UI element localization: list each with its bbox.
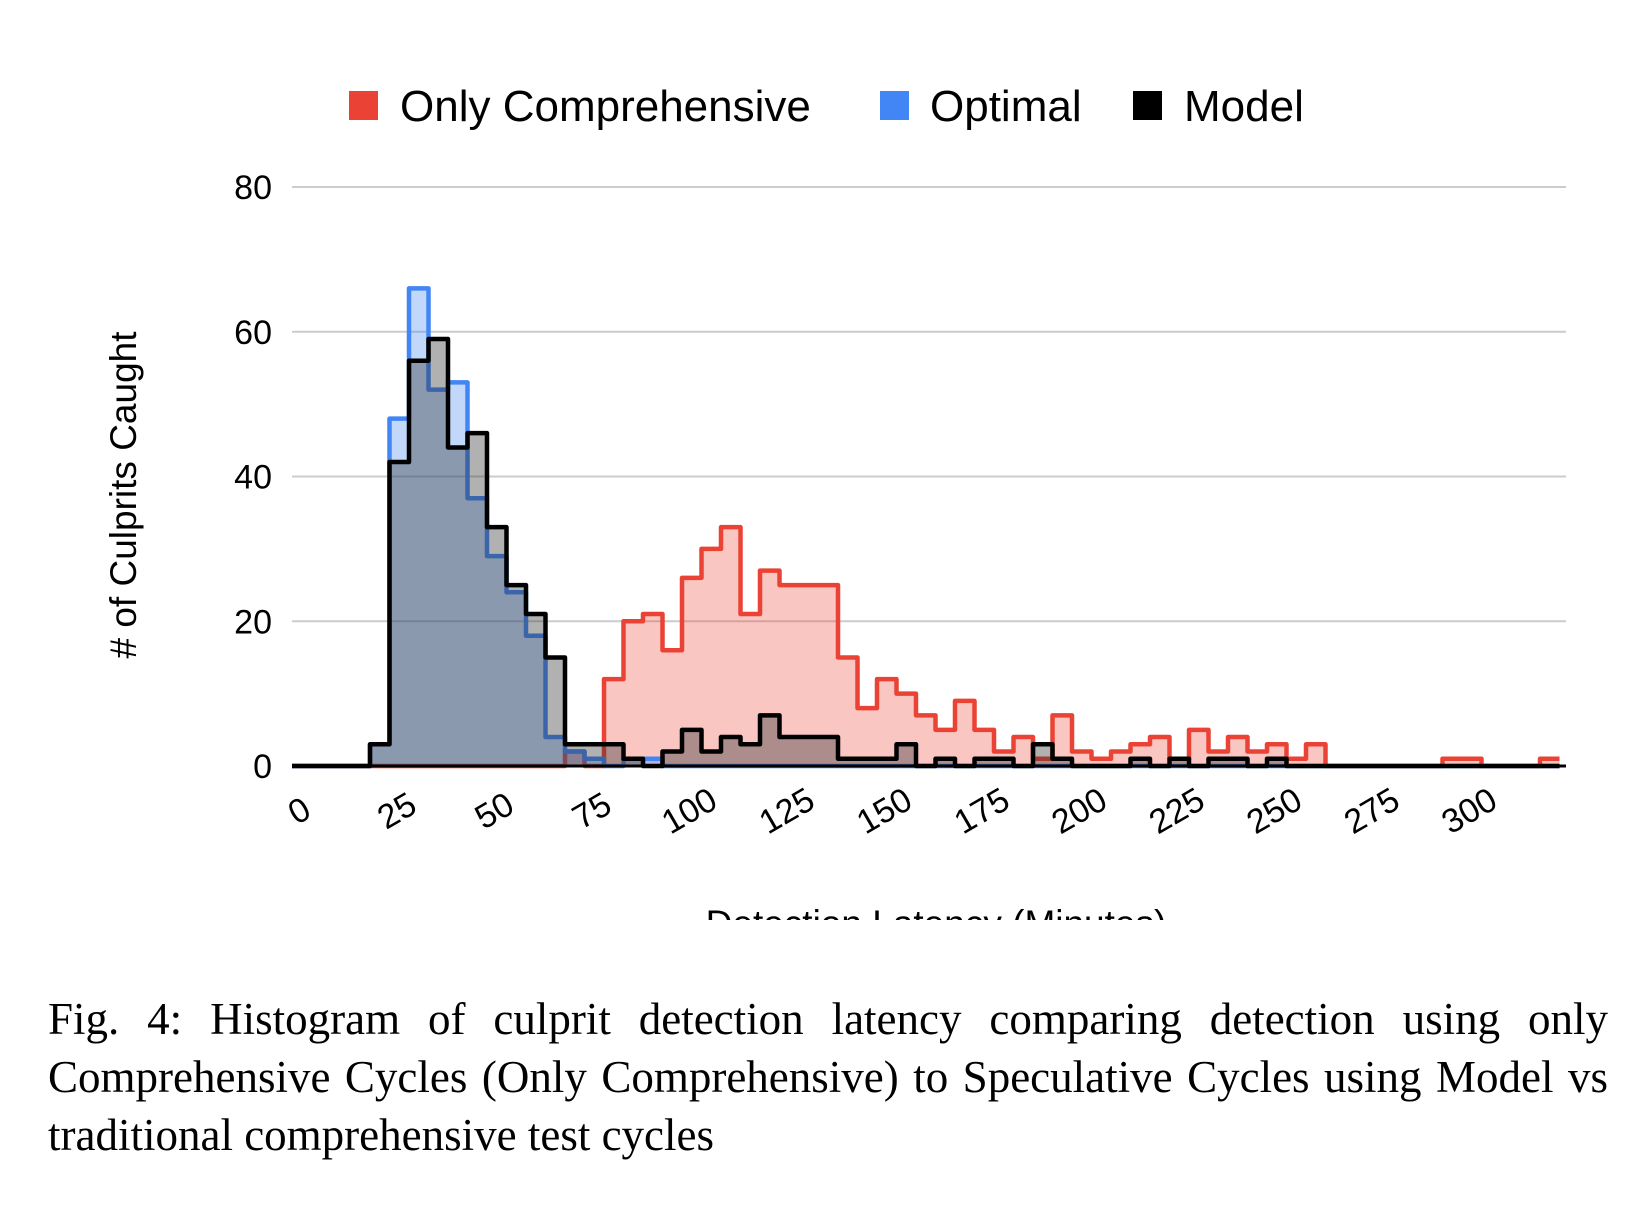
x-tick-label: 150 — [850, 780, 918, 841]
x-tick-label: 275 — [1338, 780, 1406, 841]
x-tick-label: 200 — [1045, 780, 1113, 841]
x-tick-label: 25 — [371, 785, 423, 837]
legend-item-model: Model — [1133, 82, 1304, 131]
legend-swatch-optimal — [880, 91, 909, 120]
x-tick-label: 100 — [655, 780, 723, 841]
legend-item-only-comprehensive: Only Comprehensive — [349, 82, 811, 131]
x-tick-label: 125 — [753, 780, 821, 841]
y-axis-ticks: 0 20 40 60 80 — [234, 169, 272, 786]
x-tick-label: 250 — [1240, 780, 1308, 841]
legend-swatch-only-comprehensive — [349, 91, 378, 120]
y-tick-label: 20 — [234, 603, 272, 641]
x-axis-title: Detection Latency (Minutes) — [706, 903, 1167, 920]
x-tick-label: 300 — [1435, 780, 1503, 841]
x-tick-label: 50 — [469, 785, 521, 837]
x-tick-label: 225 — [1143, 780, 1211, 841]
legend-label-only-comprehensive: Only Comprehensive — [400, 82, 811, 131]
x-axis-ticks: 0 25 50 75 100 125 150 175 200 225 250 275 300 — [282, 780, 1504, 841]
x-tick-label: 0 — [282, 790, 317, 832]
series-area-model — [292, 338, 1560, 766]
series-layer — [292, 286, 1566, 769]
y-axis-title: # of Culprits Caught — [103, 331, 144, 659]
figure-caption: Fig. 4: Histogram of culprit detection l… — [48, 994, 1608, 1160]
series-model — [292, 336, 1560, 769]
y-tick-label: 0 — [253, 748, 272, 786]
y-tick-label: 60 — [234, 314, 272, 352]
x-tick-label: 75 — [566, 785, 618, 837]
series-area-optimal — [292, 288, 1560, 766]
histogram-chart: Only Comprehensive Optimal Model 0 20 40 60… — [103, 82, 1566, 920]
legend-swatch-model — [1133, 91, 1162, 120]
legend-item-optimal: Optimal — [880, 82, 1082, 131]
x-tick-label: 175 — [948, 780, 1016, 841]
y-tick-label: 40 — [234, 459, 272, 497]
legend-label-optimal: Optimal — [930, 82, 1082, 131]
y-tick-label: 80 — [234, 169, 272, 207]
series-area-only-comprehensive — [292, 527, 1560, 766]
legend: Only Comprehensive Optimal Model — [349, 82, 1304, 131]
legend-label-model: Model — [1184, 82, 1304, 131]
